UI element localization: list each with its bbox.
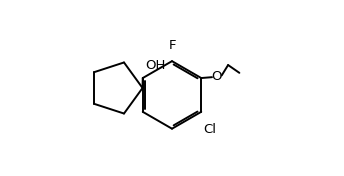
Text: F: F <box>168 39 176 52</box>
Text: Cl: Cl <box>203 123 216 136</box>
Text: O: O <box>212 70 222 83</box>
Text: OH: OH <box>145 59 165 72</box>
